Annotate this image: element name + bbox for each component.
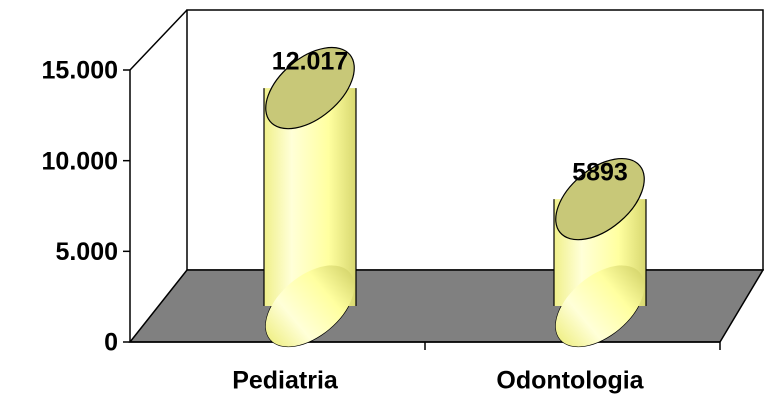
cylinder [553, 157, 647, 348]
y-tick-label: 5.000 [55, 238, 118, 266]
value-label: 5893 [572, 159, 628, 187]
floor [128, 269, 764, 343]
x-tick-label: Pediatria [232, 367, 339, 395]
value-label: 12.017 [272, 48, 348, 76]
cylinder [263, 46, 357, 348]
y-tick-label: 10.000 [42, 147, 118, 175]
cylinder-top [265, 46, 355, 130]
cylinder-top [555, 157, 645, 241]
cylinder-base-front [265, 265, 355, 347]
cylinder-base-front [555, 265, 645, 347]
wall-edge [129, 9, 188, 71]
y-tick-label: 15.000 [42, 57, 118, 85]
x-tick-label: Odontologia [496, 367, 644, 395]
y-tick-label: 0 [104, 329, 118, 357]
